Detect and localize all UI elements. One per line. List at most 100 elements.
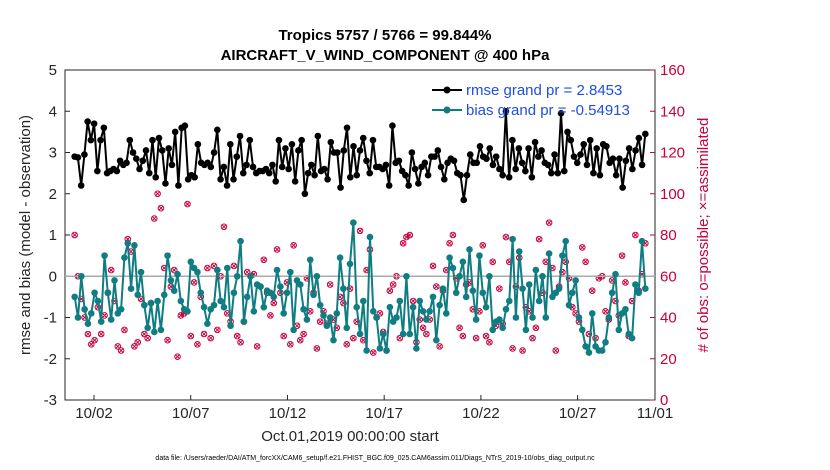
- obs-count-marker: [184, 200, 191, 208]
- rmse-point: [603, 143, 610, 150]
- rmse-point: [625, 145, 633, 152]
- obs-assim-marker: [174, 354, 181, 360]
- bias-point: [343, 324, 351, 332]
- obs-assim-marker: [274, 246, 280, 252]
- obs-assim-marker: [533, 325, 539, 331]
- obs-assim-marker: [165, 337, 171, 343]
- bias-point: [419, 308, 427, 315]
- bias-point: [333, 310, 341, 317]
- rmse-point: [288, 140, 296, 148]
- bias-point: [174, 270, 181, 278]
- obs-count-marker: [433, 283, 440, 290]
- obs-count-marker: [376, 310, 384, 317]
- bias-point: [479, 289, 487, 297]
- bias-point: [499, 324, 506, 332]
- obs-assim-marker: [496, 286, 502, 292]
- y2-tick-label: 20: [660, 351, 677, 368]
- obs-assim-marker: [234, 333, 240, 339]
- obs-count-marker: [260, 256, 268, 264]
- bias-point: [137, 268, 145, 276]
- rmse-point: [434, 147, 442, 154]
- y-tick-label: -1: [44, 310, 57, 327]
- bias-point: [622, 305, 629, 313]
- x-tick-label: 10/17: [365, 405, 403, 422]
- rmse-point: [522, 167, 529, 175]
- bias-point: [608, 289, 616, 297]
- rmse-point: [544, 161, 552, 169]
- rmse-point: [460, 196, 468, 204]
- rmse-point: [609, 155, 617, 162]
- rmse-point: [512, 165, 519, 173]
- obs-assim-marker: [267, 312, 273, 318]
- bias-point: [423, 316, 430, 323]
- rmse-point: [207, 163, 215, 171]
- rmse-point: [612, 171, 620, 179]
- bias-point: [628, 334, 636, 342]
- rmse-point: [340, 147, 348, 154]
- obs-assim-marker: [520, 347, 526, 354]
- bias-point: [512, 314, 520, 321]
- rmse-point: [629, 165, 636, 173]
- obs-count-marker: [482, 332, 490, 340]
- bias-point: [117, 305, 125, 313]
- rmse-point: [411, 165, 419, 173]
- obs-count-marker: [472, 334, 480, 342]
- bias-point: [588, 310, 596, 317]
- footnote: data file: /Users/raeder/DAI/ATM_forcXX/…: [155, 455, 595, 462]
- bias-point: [482, 303, 490, 311]
- rmse-point: [282, 145, 289, 152]
- rmse-point: [194, 140, 202, 148]
- obs-assim-marker: [155, 191, 161, 197]
- rmse-point: [359, 134, 367, 142]
- bias-point: [184, 308, 191, 315]
- obs-assim-marker: [579, 244, 585, 250]
- y-axis-label: rmse and bias (model - observation): [17, 115, 34, 355]
- obs-count-marker: [134, 338, 142, 346]
- bias-point: [177, 297, 185, 305]
- bias-point: [635, 289, 642, 297]
- bias-point: [612, 270, 619, 278]
- obs-assim-marker: [433, 284, 439, 290]
- rmse-point: [509, 136, 516, 144]
- plot-area: [64, 69, 656, 401]
- obs-assim-marker: [450, 232, 456, 238]
- rmse-point: [145, 169, 153, 177]
- bias-point: [91, 289, 98, 297]
- rmse-point: [486, 145, 493, 152]
- obs-count-marker: [559, 268, 566, 276]
- rmse-point: [405, 182, 412, 189]
- bias-point: [144, 324, 151, 332]
- bias-point: [303, 316, 311, 323]
- bias-point: [376, 345, 384, 352]
- y-tick-label: 3: [49, 145, 57, 162]
- bias-point: [502, 305, 510, 313]
- obs-assim-marker: [145, 335, 151, 341]
- obs-assim-marker: [589, 288, 595, 294]
- rmse-point: [622, 157, 630, 165]
- bias-point: [373, 314, 380, 321]
- bias-point: [141, 301, 148, 309]
- obs-count-marker: [585, 330, 593, 338]
- rmse-point: [496, 165, 503, 173]
- rmse-point: [437, 163, 445, 171]
- obs-assim-marker: [307, 308, 313, 314]
- obs-assim-marker: [529, 335, 536, 341]
- y-tick-label: 5: [49, 62, 57, 79]
- bias-point: [164, 252, 171, 259]
- obs-assim-marker: [403, 234, 410, 240]
- rmse-point: [363, 157, 370, 165]
- bias-point: [578, 326, 586, 334]
- obs-count-marker: [144, 334, 151, 342]
- obs-assim-marker: [281, 333, 287, 339]
- obs-assim-marker: [287, 341, 293, 347]
- bias-point: [273, 266, 281, 274]
- obs-count-marker: [157, 204, 165, 212]
- rmse-point: [191, 173, 198, 181]
- obs-count-marker: [84, 330, 92, 338]
- y2-axis-label: # of obs: o=possible; ×=assimilated: [695, 118, 712, 353]
- rmse-point: [525, 145, 532, 152]
- obs-assim-marker: [583, 259, 589, 265]
- bias-point: [535, 297, 543, 305]
- bias-point: [310, 291, 317, 299]
- bias-point: [469, 287, 477, 294]
